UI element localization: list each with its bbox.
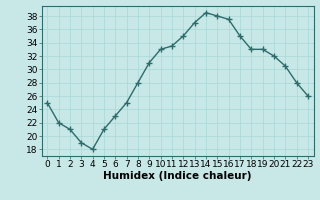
X-axis label: Humidex (Indice chaleur): Humidex (Indice chaleur) (103, 171, 252, 181)
